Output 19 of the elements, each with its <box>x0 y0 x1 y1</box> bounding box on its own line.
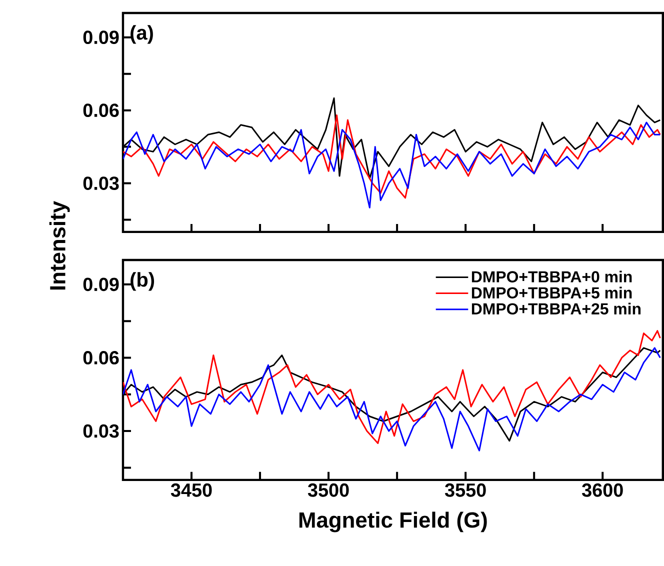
y-tick-label: 0.03 <box>83 424 119 438</box>
line-series <box>122 122 661 208</box>
y-axis-title: Intensity <box>49 201 70 290</box>
y-tick-label: 0.09 <box>83 278 119 292</box>
x-tick-label: 3450 <box>170 483 212 497</box>
legend-label: DMPO+TBBPA+5 min <box>472 286 632 299</box>
annotation: (a) <box>130 25 153 44</box>
x-tick-label: 3600 <box>582 483 623 497</box>
legend-label: DMPO+TBBPA+25 min <box>472 302 641 315</box>
annotation: (b) <box>130 272 154 291</box>
x-tick-label: 3500 <box>308 483 349 497</box>
line-series <box>122 330 661 444</box>
x-tick-label: 3550 <box>444 483 486 497</box>
y-tick-label: 0.06 <box>83 104 119 118</box>
y-tick-label: 0.03 <box>83 176 119 190</box>
y-tick-label: 0.09 <box>83 30 119 44</box>
y-tick-label: 0.06 <box>83 351 119 364</box>
legend-label: DMPO+TBBPA+0 min <box>472 270 632 282</box>
x-axis-title: Magnetic Field (G) <box>299 512 487 532</box>
